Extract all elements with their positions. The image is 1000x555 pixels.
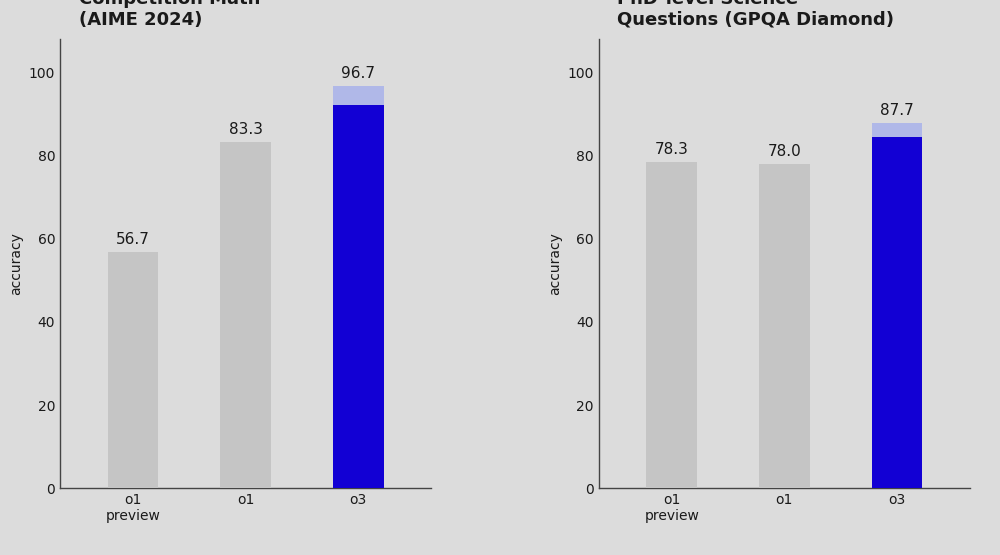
- Text: 56.7: 56.7: [116, 233, 150, 248]
- Bar: [333, 86, 384, 105]
- Bar: [646, 163, 697, 488]
- Y-axis label: accuracy: accuracy: [9, 232, 23, 295]
- Text: 78.3: 78.3: [655, 143, 689, 158]
- Bar: [108, 253, 158, 488]
- Text: 83.3: 83.3: [229, 122, 263, 137]
- Bar: [872, 123, 922, 137]
- Bar: [220, 142, 271, 488]
- Text: Competition Math
(AIME 2024): Competition Math (AIME 2024): [79, 0, 260, 29]
- Y-axis label: accuracy: accuracy: [548, 232, 562, 295]
- Bar: [333, 105, 384, 488]
- Bar: [759, 164, 810, 488]
- Bar: [872, 137, 922, 488]
- Text: PhD-level Science
Questions (GPQA Diamond): PhD-level Science Questions (GPQA Diamon…: [617, 0, 894, 29]
- Text: 96.7: 96.7: [341, 66, 375, 81]
- Text: 87.7: 87.7: [880, 103, 914, 118]
- Text: 78.0: 78.0: [767, 144, 801, 159]
